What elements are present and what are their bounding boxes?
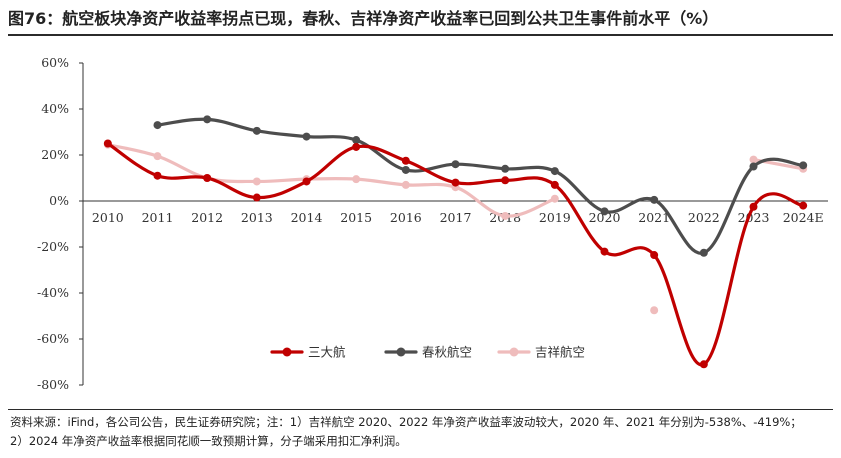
figure-title: 图76：航空板块净资产收益率拐点已现，春秋、吉祥净资产收益率已回到公共卫生事件前…: [8, 9, 719, 28]
legend-item-3-label: 吉祥航空: [535, 345, 585, 360]
x-tick-label: 2017: [440, 210, 472, 225]
x-tick-label: 2023: [738, 210, 770, 225]
series-2-point: [650, 195, 659, 204]
series-1-point: [799, 201, 808, 210]
legend-item-1-swatch-marker: [282, 347, 292, 357]
series-1-point: [699, 360, 708, 369]
series-2-point: [501, 164, 510, 173]
legend-item-2-swatch-marker: [396, 347, 406, 357]
series-1-point: [501, 176, 510, 185]
legend-item-3-swatch-marker: [509, 347, 519, 357]
series-lines: [103, 115, 808, 369]
series-2-point: [153, 121, 162, 130]
series-1-point: [103, 139, 112, 148]
x-tick-label: 2020: [589, 210, 621, 225]
y-tick-label: 60%: [41, 55, 69, 70]
y-tick-label: 20%: [41, 147, 69, 162]
series-1-point: [600, 247, 609, 256]
series-1-point: [550, 180, 559, 189]
x-tick-label: 2021: [638, 210, 670, 225]
y-tick-label: -80%: [37, 377, 69, 392]
series-1-point: [451, 178, 460, 187]
legend-item-2-label: 春秋航空: [422, 345, 472, 360]
x-axis: 2010201120122013201420152016201720182019…: [83, 200, 828, 225]
series-3-line: [106, 143, 557, 218]
series-1-point: [352, 142, 361, 151]
y-tick-label: -60%: [37, 331, 69, 346]
series-1-point: [252, 193, 261, 202]
series-1-point: [153, 171, 162, 180]
x-tick-label: 2014: [291, 210, 323, 225]
series-2-point: [550, 167, 559, 176]
series-2-point: [352, 136, 361, 145]
series-3-point: [153, 152, 162, 161]
series-1-point: [302, 177, 311, 186]
series-2-point: [799, 161, 808, 170]
x-tick-label: 2011: [142, 210, 174, 225]
y-axis: 60% 40% 20% 0% -20% -40% -60% -80%: [37, 55, 84, 392]
series-2-point: [302, 132, 311, 141]
x-tick-label: 2012: [191, 210, 223, 225]
series-1-point: [203, 174, 212, 182]
x-tick-label: 2016: [390, 210, 422, 225]
y-tick-label: 0%: [49, 193, 69, 208]
x-tick-label: 2024E: [783, 210, 824, 225]
source-note: 资料来源：iFind，各公司公告，民生证券研究院；注：1）吉祥航空 2020、2…: [10, 415, 802, 429]
series-2-point: [699, 248, 708, 257]
y-tick-label: -40%: [37, 285, 69, 300]
legend: 三大航 春秋航空 吉祥航空: [270, 345, 585, 360]
x-tick-label: 2013: [241, 210, 273, 225]
x-tick-label: 2010: [92, 210, 124, 225]
series-1-point: [650, 251, 659, 260]
series-2-point: [451, 160, 460, 169]
series-2-point: [749, 162, 758, 171]
series-3-point: [252, 177, 261, 186]
title-divider: [8, 34, 833, 36]
x-tick-label: 2019: [539, 210, 571, 225]
series-3-point: [501, 211, 510, 220]
x-tick-label: 2015: [340, 210, 372, 225]
footnote: 2）2024 年净资产收益率根据同花顺一致预期计算，分子端采用扣汇净利润。: [10, 434, 407, 448]
y-tick-label: -20%: [37, 239, 69, 254]
series-3-point: [352, 175, 361, 184]
series-2-point: [203, 115, 212, 124]
series-2-line: [155, 117, 805, 255]
source-divider: [8, 409, 833, 410]
series-3-point: [401, 180, 410, 189]
y-tick-label: 40%: [41, 101, 69, 116]
series-3-point: [650, 306, 659, 315]
series-2-point: [401, 165, 410, 174]
x-tick-label: 2022: [688, 210, 720, 225]
series-3-point: [550, 194, 559, 203]
series-2-point: [600, 207, 609, 216]
series-2-point: [252, 126, 261, 135]
series-3-point: [749, 155, 758, 164]
line-chart: 60% 40% 20% 0% -20% -40% -60% -80% 2010 2011 2012…: [37, 55, 828, 392]
legend-item-1-label: 三大航: [308, 345, 346, 360]
series-1-point: [749, 202, 758, 211]
series-1-point: [401, 156, 410, 165]
